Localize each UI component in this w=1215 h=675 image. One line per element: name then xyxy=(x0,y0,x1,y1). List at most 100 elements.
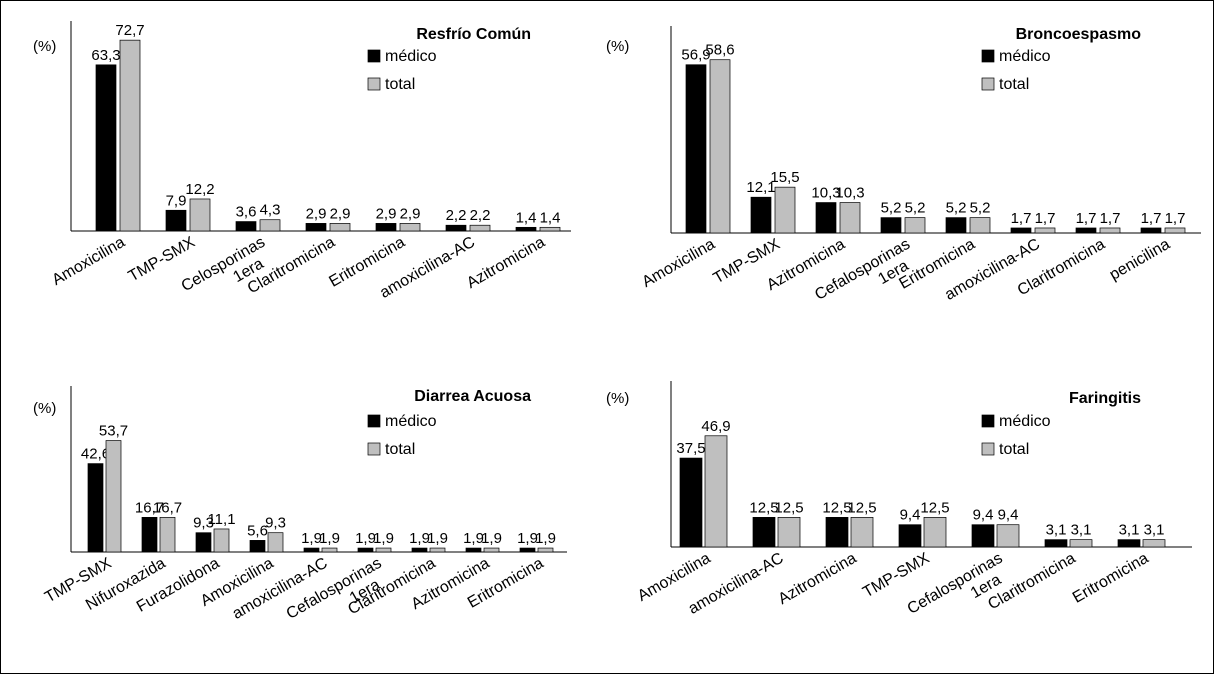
data-label: 42,6 xyxy=(81,446,110,463)
bar-total xyxy=(189,198,211,232)
bar-total xyxy=(1164,227,1186,234)
bar-medico xyxy=(303,547,320,553)
data-label: 3,6 xyxy=(236,204,257,221)
bar-medico xyxy=(685,64,707,234)
bar-total xyxy=(1069,539,1093,548)
x-tick-label: Azitromicina xyxy=(464,234,548,292)
data-label: 2,9 xyxy=(400,205,421,222)
x-tick-label-line: Azitromicina xyxy=(464,234,548,292)
data-label: 5,2 xyxy=(946,200,967,217)
bar-medico xyxy=(1140,227,1162,234)
chart-panel: (%)Diarrea Acuosamédicototal42,653,7TMP-… xyxy=(33,386,567,623)
data-label: 1,9 xyxy=(481,530,502,547)
data-label: 7,9 xyxy=(166,192,187,209)
bar-total xyxy=(159,516,176,553)
bar-medico xyxy=(445,224,467,232)
bar-medico xyxy=(752,517,776,548)
y-unit-label: (%) xyxy=(606,390,629,407)
data-label: 16,7 xyxy=(135,499,164,516)
x-tick-label: penicilina xyxy=(1107,236,1173,284)
x-tick-label-line: Eritromicina xyxy=(1070,550,1152,607)
chart-title: Diarrea Acuosa xyxy=(414,388,531,405)
data-label: 2,9 xyxy=(376,205,397,222)
data-label: 1,9 xyxy=(301,530,322,547)
chart-panel: (%) Faringitismédicototal37,546,9Amoxicil… xyxy=(606,381,1192,618)
data-label: 2,2 xyxy=(470,207,491,224)
bar-total xyxy=(267,532,284,553)
data-label: 37,5 xyxy=(676,440,705,457)
legend-swatch-total xyxy=(981,77,995,91)
legend-label-total: total xyxy=(999,76,1029,93)
bar-medico xyxy=(1010,227,1032,234)
chart-title: Resfrío Común xyxy=(416,26,531,43)
data-label: 9,3 xyxy=(193,515,214,532)
x-tick-label-line: Azitromicina xyxy=(776,550,860,608)
bar-medico xyxy=(945,217,967,234)
data-label: 58,6 xyxy=(705,42,734,59)
data-label: 9,4 xyxy=(973,507,994,524)
bar-total xyxy=(709,59,731,234)
bar-total xyxy=(259,219,281,232)
data-label: 15,5 xyxy=(770,169,799,186)
data-label: 5,2 xyxy=(905,200,926,217)
bar-total xyxy=(329,223,351,232)
data-label: 1,7 xyxy=(1076,210,1097,227)
data-label: 9,4 xyxy=(900,507,921,524)
data-label: 1,9 xyxy=(517,530,538,547)
bar-total xyxy=(1099,227,1121,234)
legend-label-total: total xyxy=(385,441,415,458)
data-label: 12,2 xyxy=(185,181,214,198)
legend-label-total: total xyxy=(999,441,1029,458)
data-label: 5,2 xyxy=(881,200,902,217)
bar-total xyxy=(105,440,122,553)
data-label: 3,1 xyxy=(1144,522,1165,539)
data-label: 1,9 xyxy=(427,530,448,547)
bar-medico xyxy=(1075,227,1097,234)
bar-medico xyxy=(375,223,397,232)
bar-total xyxy=(904,217,926,234)
bar-total xyxy=(704,435,728,548)
bar-total xyxy=(469,224,491,232)
bar-total xyxy=(996,524,1020,548)
bar-medico xyxy=(1044,539,1068,548)
y-unit-label: (%) xyxy=(606,38,629,55)
bar-total xyxy=(774,186,796,234)
data-label: 2,9 xyxy=(330,205,351,222)
bar-total xyxy=(119,39,141,232)
legend-swatch-total xyxy=(367,77,381,91)
bar-medico xyxy=(411,547,428,553)
legend-label-medico: médico xyxy=(999,48,1051,65)
data-label: 1,7 xyxy=(1141,210,1162,227)
legend-label-medico: médico xyxy=(385,413,437,430)
data-label: 12,5 xyxy=(847,499,876,516)
legend-swatch-medico xyxy=(367,414,381,428)
bar-total xyxy=(483,547,500,553)
chart-panel: (%) Resfrío Común médico total 63,3 72,7 Amoxi… xyxy=(33,21,571,302)
bar-medico xyxy=(165,209,187,232)
bar-medico xyxy=(357,547,374,553)
data-label: 5,6 xyxy=(247,522,268,539)
x-tick-label: Azitromicina xyxy=(776,550,860,608)
legend-swatch-medico xyxy=(981,414,995,428)
data-label: 1,9 xyxy=(463,530,484,547)
bar-medico xyxy=(750,196,772,234)
data-label: 53,7 xyxy=(99,423,128,440)
bar-total xyxy=(321,547,338,553)
x-tick-label-line: Amoxicilina xyxy=(49,234,128,289)
data-label: 10,3 xyxy=(811,185,840,202)
chart-panel: (%) Broncoespasmo médico total 56,958,6 Amoxi… xyxy=(606,26,1201,304)
data-label: 1,7 xyxy=(1011,210,1032,227)
legend-label-total: total xyxy=(385,76,415,93)
bar-medico xyxy=(305,223,327,232)
bar-medico xyxy=(1117,539,1141,548)
data-label: 12,1 xyxy=(746,179,775,196)
bar-total xyxy=(539,226,561,232)
data-label: 46,9 xyxy=(701,418,730,435)
bar-total xyxy=(969,217,991,234)
data-label: 12,5 xyxy=(774,499,803,516)
data-label: 1,9 xyxy=(355,530,376,547)
bar-total xyxy=(429,547,446,553)
bar-medico xyxy=(880,217,902,234)
bar-total xyxy=(213,528,230,553)
